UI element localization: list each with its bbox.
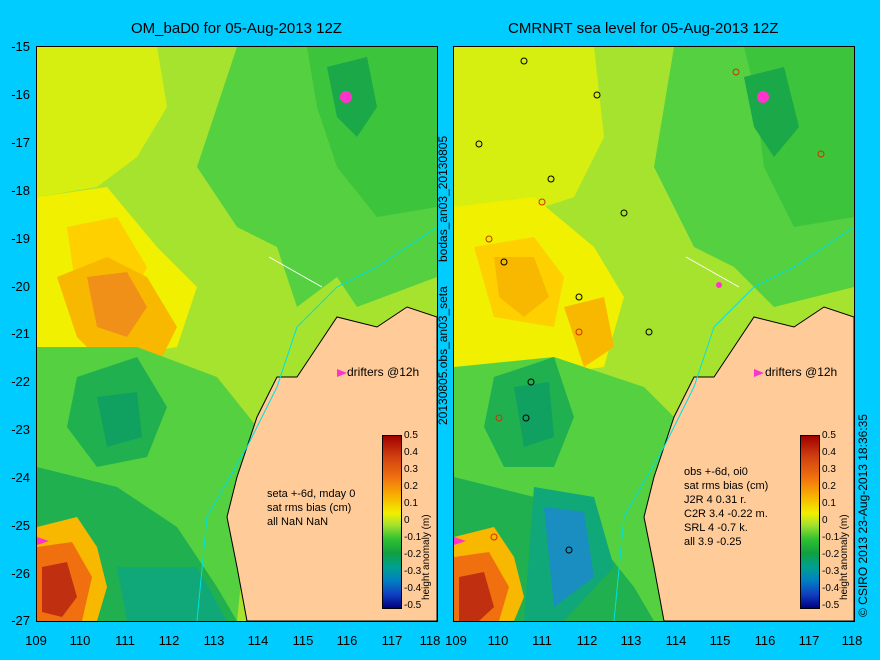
right-stats-line: C2R 3.4 -0.22 m. [684, 508, 768, 520]
colorbar-tick: -0.4 [404, 583, 422, 594]
x-tick: 109 [25, 633, 47, 648]
bodas-file-label: bodas_an03_20130805 [436, 135, 450, 262]
x-tick: 110 [69, 633, 91, 648]
y-tick: -18 [11, 183, 30, 198]
y-tick: -20 [11, 279, 30, 294]
colorbar-tick: -0.5 [822, 600, 840, 611]
colorbar-tick: 0.1 [822, 498, 836, 509]
x-tick: 114 [247, 633, 269, 648]
x-tick: 110 [487, 633, 509, 648]
right-stats-line: J2R 4 0.31 r. [684, 494, 747, 506]
x-tick: 115 [709, 633, 731, 648]
colorbar-tick: -0.4 [822, 583, 840, 594]
colorbar-tick: 0 [404, 515, 410, 526]
colorbar-tick: 0 [822, 515, 828, 526]
left-stats-line: seta +-6d, mday 0 [267, 488, 356, 500]
x-tick: 113 [620, 633, 642, 648]
colorbar-tick: 0.2 [822, 481, 836, 492]
y-tick: -22 [11, 374, 30, 389]
colorbar-tick: 0.3 [822, 464, 836, 475]
colorbar-tick: -0.2 [822, 549, 840, 560]
right-stats-line: all 3.9 -0.25 [684, 536, 742, 548]
left-stats: seta +-6d, mday 0 sat rms bias (cm) all … [267, 487, 355, 529]
colorbar-tick: -0.1 [822, 532, 840, 543]
left-map-title: OM_baD0 for 05-Aug-2013 12Z [131, 20, 342, 37]
y-tick: -26 [11, 566, 30, 581]
colorbar-tick: -0.3 [822, 566, 840, 577]
right-map-graphic [454, 47, 854, 621]
x-tick: 111 [115, 633, 135, 648]
left-colorbar [382, 435, 402, 609]
right-stats-line: SRL 4 -0.7 k. [684, 522, 748, 534]
y-tick: -24 [11, 470, 30, 485]
x-tick: 118 [419, 633, 441, 648]
x-tick: 118 [841, 633, 863, 648]
colorbar-tick: -0.5 [404, 600, 422, 611]
left-colorbar-label: height anomaly (m) [421, 514, 432, 600]
right-drifters-label: drifters @12h [765, 365, 838, 379]
right-map-title: CMRNRT sea level for 05-Aug-2013 12Z [508, 20, 779, 37]
right-stats-line: sat rms bias (cm) [684, 480, 769, 492]
y-tick: -21 [11, 326, 30, 341]
left-map-graphic [37, 47, 437, 621]
right-stats: obs +-6d, oi0 sat rms bias (cm) J2R 4 0.… [684, 465, 768, 549]
left-stats-line: sat rms bias (cm) [267, 502, 352, 514]
colorbar-tick: 0.2 [404, 481, 418, 492]
y-tick: -16 [11, 87, 30, 102]
x-tick: 109 [445, 633, 467, 648]
y-tick: -27 [11, 613, 30, 628]
y-tick: -17 [11, 135, 30, 150]
x-tick: 117 [381, 633, 403, 648]
colorbar-tick: 0.4 [404, 447, 418, 458]
colorbar-tick: 0.1 [404, 498, 418, 509]
right-colorbar-label: height anomaly (m) [839, 514, 850, 600]
y-tick: -23 [11, 422, 30, 437]
x-tick: 116 [754, 633, 776, 648]
x-tick: 112 [158, 633, 180, 648]
left-drifters-label: drifters @12h [347, 365, 420, 379]
x-tick: 113 [203, 633, 225, 648]
colorbar-tick: -0.3 [404, 566, 422, 577]
x-tick: 116 [336, 633, 358, 648]
x-tick: 114 [665, 633, 687, 648]
left-map [36, 46, 438, 622]
right-colorbar [800, 435, 820, 609]
obs-file-label: 20130805.obs_an03_seta [436, 286, 450, 425]
colorbar-tick: 0.3 [404, 464, 418, 475]
x-tick: 117 [798, 633, 820, 648]
x-tick: 115 [292, 633, 314, 648]
right-map [453, 46, 855, 622]
colorbar-tick: 0.5 [822, 430, 836, 441]
left-stats-line: all NaN NaN [267, 516, 329, 528]
copyright-label: © CSIRO 2013 23-Aug-2013 18:36:35 [856, 414, 870, 617]
x-tick: 111 [532, 633, 552, 648]
colorbar-tick: -0.1 [404, 532, 422, 543]
y-tick: -25 [11, 518, 30, 533]
right-stats-line: obs +-6d, oi0 [684, 466, 748, 478]
colorbar-tick: 0.5 [404, 430, 418, 441]
y-tick: -15 [11, 39, 30, 54]
x-tick: 112 [576, 633, 598, 648]
colorbar-tick: 0.4 [822, 447, 836, 458]
colorbar-tick: -0.2 [404, 549, 422, 560]
y-tick: -19 [11, 231, 30, 246]
